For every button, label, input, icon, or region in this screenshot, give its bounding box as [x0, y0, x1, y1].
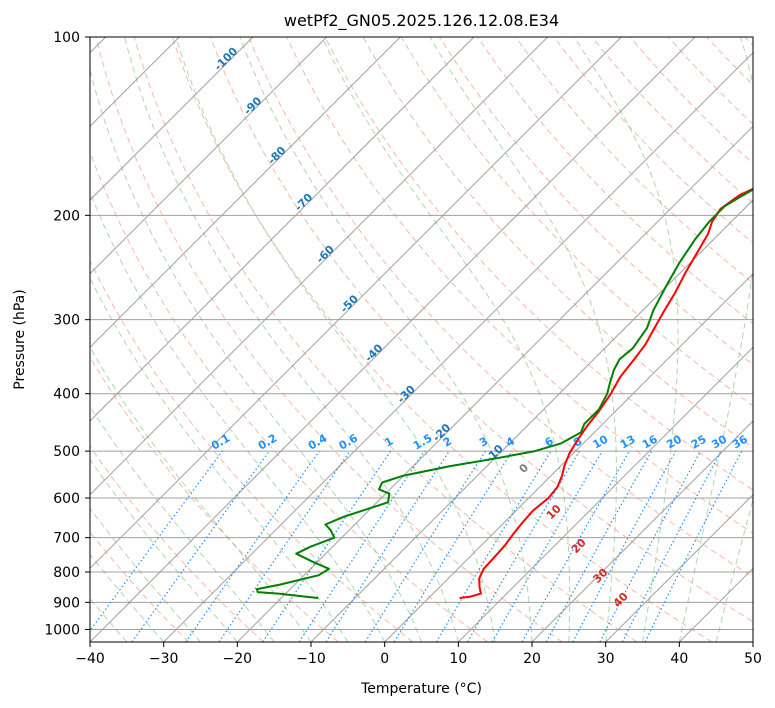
y-tick-label: 200 — [53, 208, 80, 224]
moist-adiabat-line — [90, 405, 275, 642]
y-tick-label: 1000 — [44, 622, 80, 638]
dry-adiabat-line — [286, 37, 753, 534]
isotherm-line — [163, 51, 753, 642]
moist-adiabat-line — [321, 37, 571, 642]
x-tick-label: 20 — [523, 651, 541, 667]
y-tick-label: 600 — [53, 491, 80, 507]
mixing-ratio-line — [521, 450, 631, 642]
temperature-profile — [459, 187, 753, 599]
isotherm-line — [605, 493, 753, 642]
y-axis-ticks: 100 200 300 400 500 600 700 800 900 1000 — [44, 30, 90, 638]
x-tick-label: 30 — [597, 651, 615, 667]
y-tick-label: 900 — [53, 595, 80, 611]
moist-adiabat-line — [90, 507, 201, 642]
moist-adiabat-line — [239, 37, 533, 642]
mixing-ratio-lines — [90, 450, 743, 642]
moist-adiabat-line — [90, 458, 238, 642]
x-tick-label: 10 — [449, 651, 467, 667]
isotherm-line — [90, 37, 401, 349]
isotherm-line — [531, 420, 753, 642]
moist-adiabat-line — [573, 37, 679, 642]
isotherm-line — [90, 37, 622, 570]
moist-adiabat-line — [678, 37, 753, 642]
plot-area: -100-90-80-70-60-50-40-30-20-10 01020304… — [90, 37, 753, 642]
moist-adiabat-line — [124, 37, 459, 642]
dewpoint-profile — [256, 188, 753, 599]
mixing-ratio-line — [298, 450, 425, 642]
moist-adiabat-line — [90, 277, 349, 642]
plot-frame — [89, 36, 754, 643]
x-axis-ticks: −40 −30 −20 −10 0 10 20 30 40 50 — [75, 642, 762, 667]
x-tick-label: 50 — [744, 651, 762, 667]
isotherm-line — [90, 37, 549, 496]
moist-adiabat-line — [175, 37, 496, 642]
y-tick-label: 100 — [53, 30, 80, 46]
x-tick-label: 0 — [380, 651, 389, 667]
y-tick-label: 500 — [53, 444, 80, 460]
moist-adiabat-line — [715, 498, 753, 642]
mixing-ratio-line — [545, 450, 653, 642]
mixing-ratio-line — [218, 450, 351, 642]
isotherm-line — [90, 37, 328, 275]
x-tick-label: −40 — [75, 651, 105, 667]
moist-adiabat-line — [90, 67, 422, 642]
dry-adiabat-line — [90, 445, 264, 642]
mixing-ratio-line — [393, 450, 513, 642]
y-tick-label: 700 — [53, 531, 80, 547]
dry-adiabat-line — [90, 356, 339, 642]
sounding-profiles — [256, 187, 753, 599]
moist-adiabat-line — [90, 597, 128, 642]
isotherm-line — [236, 125, 753, 642]
y-tick-label: 300 — [53, 313, 80, 329]
isotherm-line — [457, 346, 753, 642]
moist-adiabat-line — [90, 190, 386, 642]
moist-adiabat-line — [429, 37, 617, 642]
x-tick-label: −30 — [149, 651, 179, 667]
mixing-ratio-line — [572, 450, 677, 642]
y-axis-label: Pressure (hPa) — [12, 289, 28, 389]
x-axis-label: Temperature (°C) — [360, 681, 482, 697]
moist-adiabat-line — [90, 346, 312, 642]
dry-adiabat-line — [171, 37, 712, 642]
dry-adiabat-line — [515, 37, 753, 284]
mixing-ratio-line — [262, 450, 392, 642]
moist-adiabat-lines — [90, 37, 753, 642]
dry-adiabat-line — [210, 37, 753, 623]
mixing-ratio-line — [644, 450, 743, 642]
isotherm-line — [90, 37, 475, 422]
x-tick-label: −20 — [223, 651, 253, 667]
isotherm-line — [384, 272, 753, 642]
dry-adiabat-lines — [90, 37, 753, 642]
dry-adiabat-line — [90, 259, 414, 642]
mixing-ratio-line — [90, 450, 223, 632]
mixing-ratio-line — [185, 450, 320, 642]
y-tick-label: 400 — [53, 387, 80, 403]
dry-adiabat-line — [248, 37, 753, 578]
dry-adiabat-line — [133, 37, 638, 642]
y-tick-label: 800 — [53, 565, 80, 581]
dry-adiabat-line — [324, 37, 753, 491]
mixing-ratio-line — [131, 450, 270, 642]
x-tick-label: 40 — [670, 651, 688, 667]
mixing-ratio-line — [325, 450, 450, 642]
chart-title: wetPf2_GN05.2025.126.12.08.E34 — [284, 11, 559, 31]
isotherm-line — [90, 37, 254, 201]
dry-adiabat-line — [95, 37, 563, 642]
x-tick-label: −10 — [296, 651, 326, 667]
moist-adiabat-line — [90, 553, 165, 642]
